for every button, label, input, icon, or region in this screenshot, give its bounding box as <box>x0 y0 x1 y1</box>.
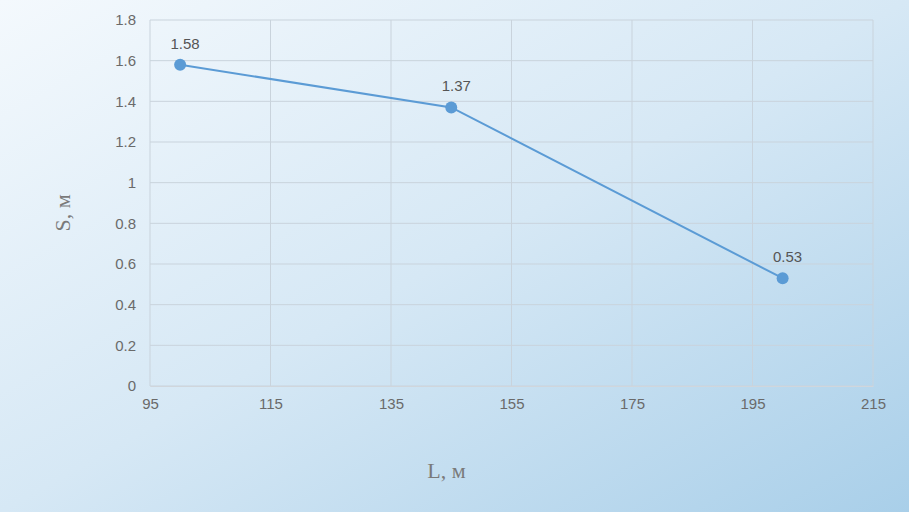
tick: 0.6 <box>115 255 150 272</box>
tick: 1.8 <box>115 11 150 28</box>
tick-label: 0.6 <box>115 255 136 272</box>
x-grid-line <box>150 20 151 386</box>
x-grid-line <box>391 20 392 386</box>
tick-label: 0.2 <box>115 337 136 354</box>
tick: 0.8 <box>115 215 150 232</box>
tick: 135 <box>379 386 404 412</box>
x-axis: 95 115 135 155 175 195 215 <box>142 386 886 412</box>
tick-label: 1.6 <box>115 52 136 69</box>
y-axis: 0 0.2 0.4 0.6 0.8 1 1.2 1.4 1.6 1.8 <box>115 11 150 394</box>
tick-label: 0.8 <box>115 215 136 232</box>
x-axis-title: L, м <box>427 458 465 483</box>
tick: 1.6 <box>115 52 150 69</box>
x-grid-line <box>270 20 271 386</box>
data-label: 1.58 <box>171 35 200 52</box>
line <box>180 65 783 279</box>
x-grid-line <box>873 20 874 386</box>
tick: 175 <box>620 386 645 412</box>
axis-line <box>150 21 151 387</box>
tick: 155 <box>499 386 524 412</box>
chart-svg: 95 115 135 155 175 195 215 0 0.2 0.4 0.6 0.8 1 1.2 1.4… <box>0 0 909 512</box>
tick-label: 195 <box>740 395 765 412</box>
point <box>777 272 789 284</box>
tick: 215 <box>861 386 886 412</box>
tick-label: 1.8 <box>115 11 136 28</box>
tick: 95 <box>142 386 159 412</box>
x-grid-line <box>752 20 753 386</box>
tick-label: 0.4 <box>115 296 136 313</box>
data-labels: 1.58 1.37 0.53 <box>171 35 803 266</box>
tick-label: 175 <box>620 395 645 412</box>
tick-label: 1.4 <box>115 93 136 110</box>
tick: 1.2 <box>115 133 150 150</box>
point <box>445 101 457 113</box>
tick-label: 0 <box>128 377 136 394</box>
axis-line <box>151 386 874 387</box>
tick-label: 135 <box>379 395 404 412</box>
tick: 115 <box>259 386 283 412</box>
tick: 0 <box>128 377 150 394</box>
data-label: 0.53 <box>773 248 802 265</box>
tick-label: 115 <box>259 395 283 412</box>
tick-label: 1 <box>128 174 136 191</box>
tick-label: 155 <box>499 395 524 412</box>
marks <box>174 59 789 285</box>
tick: 195 <box>740 386 765 412</box>
tick-label: 1.2 <box>115 133 136 150</box>
tick: 1.4 <box>115 93 150 110</box>
plot: 95 115 135 155 175 195 215 0 0.2 0.4 0.6 0.8 1 1.2 1.4… <box>115 11 886 411</box>
x-grid-line <box>632 20 633 386</box>
point <box>174 59 186 71</box>
grid <box>150 20 873 386</box>
tick: 0.2 <box>115 337 150 354</box>
tick: 0.4 <box>115 296 150 313</box>
tick: 1 <box>128 174 150 191</box>
tick-label: 95 <box>142 395 159 412</box>
data-label: 1.37 <box>442 77 471 94</box>
background <box>0 0 909 512</box>
y-axis-title: S, м <box>50 194 75 231</box>
x-grid-line <box>511 20 512 386</box>
tick-label: 215 <box>861 395 886 412</box>
